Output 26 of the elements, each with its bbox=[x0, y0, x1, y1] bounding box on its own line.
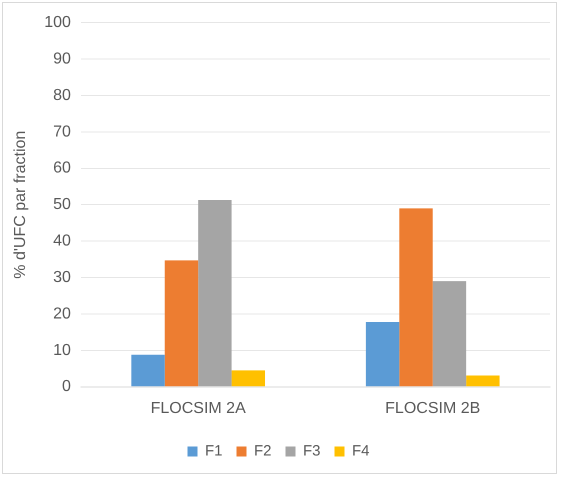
legend-label: F2 bbox=[254, 442, 272, 460]
legend-label: F1 bbox=[204, 442, 223, 460]
y-tick-label: 50 bbox=[53, 196, 71, 214]
y-tick-label: 90 bbox=[53, 50, 71, 68]
y-tick-label: 10 bbox=[53, 342, 71, 359]
bar bbox=[366, 322, 400, 386]
y-tick-label: 0 bbox=[62, 378, 71, 396]
y-tick-label: 80 bbox=[53, 86, 71, 104]
y-tick-label: 40 bbox=[53, 232, 71, 250]
y-tick-label: 70 bbox=[53, 123, 71, 140]
y-axis-title: % d'UFC par fraction bbox=[12, 130, 30, 279]
y-tick-label: 100 bbox=[44, 14, 71, 32]
y-tick-label: 30 bbox=[53, 268, 71, 286]
x-tick-label: FLOCSIM 2B bbox=[385, 400, 480, 417]
bar bbox=[432, 281, 466, 386]
legend-label: F3 bbox=[303, 442, 321, 460]
bar bbox=[232, 370, 266, 386]
bar bbox=[399, 208, 433, 386]
y-tick-label: 20 bbox=[53, 305, 71, 322]
x-tick-label: FLOCSIM 2A bbox=[150, 400, 246, 417]
bar bbox=[198, 200, 232, 386]
bar bbox=[164, 260, 198, 386]
bar bbox=[466, 376, 500, 386]
legend-label: F4 bbox=[352, 442, 370, 460]
y-tick-label: 60 bbox=[53, 160, 71, 177]
bar bbox=[131, 354, 165, 386]
